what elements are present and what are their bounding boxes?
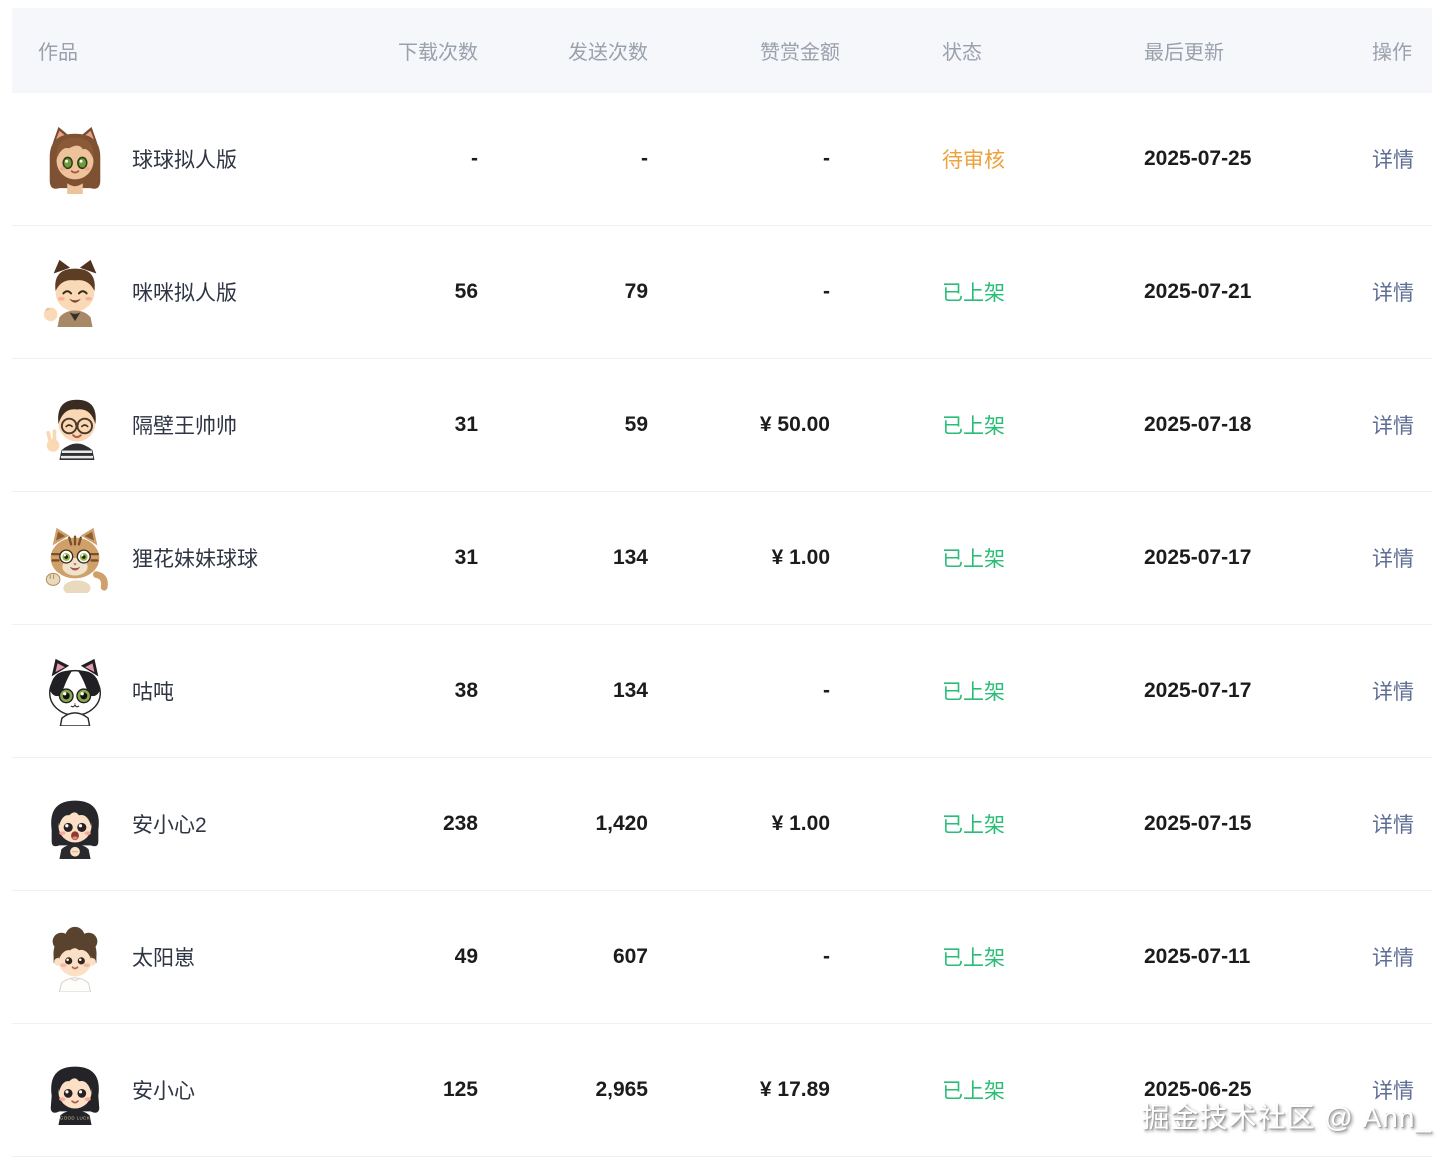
detail-link[interactable]: 详情 (1372, 1080, 1414, 1103)
amount-value: - (823, 945, 830, 968)
sends-value: 79 (624, 280, 648, 303)
sends-value: 134 (612, 546, 648, 569)
work-name: 安小心2 (132, 814, 207, 837)
sends-value: 134 (612, 679, 648, 702)
column-header-status: 状态 (942, 42, 982, 64)
amount-value: ¥ 17.89 (759, 1078, 830, 1101)
work-cell: 隔壁王帅帅 (12, 390, 360, 460)
work-name: 球球拟人版 (132, 149, 237, 172)
work-cell: 球球拟人版 (12, 124, 360, 194)
updated-value: 2025-07-17 (1144, 546, 1252, 569)
amount-value: ¥ 1.00 (771, 546, 830, 569)
updated-value: 2025-07-17 (1144, 679, 1252, 702)
detail-link[interactable]: 详情 (1372, 415, 1414, 438)
downloads-value: 49 (454, 945, 478, 968)
girl-cat-sticker (40, 124, 110, 194)
work-name: 太阳崽 (132, 947, 195, 970)
status-badge: 已上架 (942, 681, 1005, 704)
works-table: 作品 下载次数 发送次数 赞赏金额 状态 最后更新 操作 球球拟人版 - - -… (12, 8, 1432, 1157)
status-badge: 已上架 (942, 548, 1005, 571)
sends-value: 59 (624, 413, 648, 436)
detail-link[interactable]: 详情 (1372, 548, 1414, 571)
downloads-value: 38 (454, 679, 478, 702)
status-badge: 已上架 (942, 415, 1005, 438)
downloads-value: - (471, 147, 478, 170)
column-header-sends: 发送次数 (568, 42, 648, 64)
sends-value: 1,420 (595, 812, 648, 835)
table-row: 安小心2 238 1,420 ¥ 1.00 已上架 2025-07-15 详情 (12, 758, 1432, 891)
status-badge: 已上架 (942, 282, 1005, 305)
table-row: 咕吨 38 134 - 已上架 2025-07-17 详情 (12, 625, 1432, 758)
amount-value: - (823, 147, 830, 170)
glasses-man-sticker (40, 390, 110, 460)
amount-value: ¥ 50.00 (759, 413, 830, 436)
table-row: 太阳崽 49 607 - 已上架 2025-07-11 详情 (12, 891, 1432, 1024)
downloads-value: 238 (442, 812, 478, 835)
tuxedo-cat-sticker (40, 656, 110, 726)
column-header-amount: 赞赏金额 (760, 42, 840, 64)
table-row: 球球拟人版 - - - 待审核 2025-07-25 详情 (12, 93, 1432, 226)
work-cell: 狸花妹妹球球 (12, 523, 360, 593)
status-badge: 已上架 (942, 947, 1005, 970)
work-cell: GOOD LUCK 安小心 (12, 1055, 360, 1125)
work-cell: 咪咪拟人版 (12, 257, 360, 327)
table-header: 作品 下载次数 发送次数 赞赏金额 状态 最后更新 操作 (12, 8, 1432, 93)
column-header-updated: 最后更新 (1144, 42, 1224, 64)
detail-link[interactable]: 详情 (1372, 282, 1414, 305)
boy-cat-sticker (40, 257, 110, 327)
watermark: 掘金技术社区 @ Ann_ (1141, 1102, 1432, 1133)
downloads-value: 125 (442, 1078, 478, 1101)
detail-link[interactable]: 详情 (1372, 947, 1414, 970)
updated-value: 2025-07-11 (1144, 945, 1251, 968)
amount-value: - (823, 280, 830, 303)
svg-text:GOOD LUCK: GOOD LUCK (60, 1116, 90, 1121)
column-header-action: 操作 (1372, 42, 1412, 64)
work-name: 咪咪拟人版 (132, 282, 237, 305)
girl-bob-goodluck-sticker: GOOD LUCK (40, 1055, 110, 1125)
status-badge: 已上架 (942, 814, 1005, 837)
amount-value: - (823, 679, 830, 702)
table-row: GOOD LUCK 安小心 125 2,965 ¥ 17.89 已上架 2025… (12, 1024, 1432, 1157)
table-row: 狸花妹妹球球 31 134 ¥ 1.00 已上架 2025-07-17 详情 (12, 492, 1432, 625)
column-header-work: 作品 (38, 42, 78, 64)
downloads-value: 56 (454, 280, 478, 303)
detail-link[interactable]: 详情 (1372, 149, 1414, 172)
work-name: 隔壁王帅帅 (132, 415, 237, 438)
sends-value: 607 (612, 945, 648, 968)
downloads-value: 31 (454, 413, 478, 436)
status-badge: 待审核 (942, 149, 1005, 172)
sends-value: 2,965 (595, 1078, 648, 1101)
tabby-cat-sticker (40, 523, 110, 593)
detail-link[interactable]: 详情 (1372, 814, 1414, 837)
work-cell: 咕吨 (12, 656, 360, 726)
detail-link[interactable]: 详情 (1372, 681, 1414, 704)
updated-value: 2025-07-15 (1144, 812, 1252, 835)
girl-bob-open-sticker (40, 789, 110, 859)
work-cell: 安小心2 (12, 789, 360, 859)
work-name: 咕吨 (132, 681, 174, 704)
downloads-value: 31 (454, 546, 478, 569)
updated-value: 2025-07-18 (1144, 413, 1252, 436)
amount-value: ¥ 1.00 (771, 812, 830, 835)
column-header-downloads: 下载次数 (398, 42, 478, 64)
updated-value: 2025-07-25 (1144, 147, 1252, 170)
work-name: 安小心 (132, 1080, 195, 1103)
work-cell: 太阳崽 (12, 922, 360, 992)
boy-brown-sticker (40, 922, 110, 992)
updated-value: 2025-07-21 (1144, 280, 1252, 303)
table-row: 隔壁王帅帅 31 59 ¥ 50.00 已上架 2025-07-18 详情 (12, 359, 1432, 492)
table-body: 球球拟人版 - - - 待审核 2025-07-25 详情 咪咪拟人版 56 7… (12, 93, 1432, 1157)
work-name: 狸花妹妹球球 (132, 548, 258, 571)
updated-value: 2025-06-25 (1144, 1078, 1252, 1101)
status-badge: 已上架 (942, 1080, 1005, 1103)
table-row: 咪咪拟人版 56 79 - 已上架 2025-07-21 详情 (12, 226, 1432, 359)
sends-value: - (641, 147, 648, 170)
